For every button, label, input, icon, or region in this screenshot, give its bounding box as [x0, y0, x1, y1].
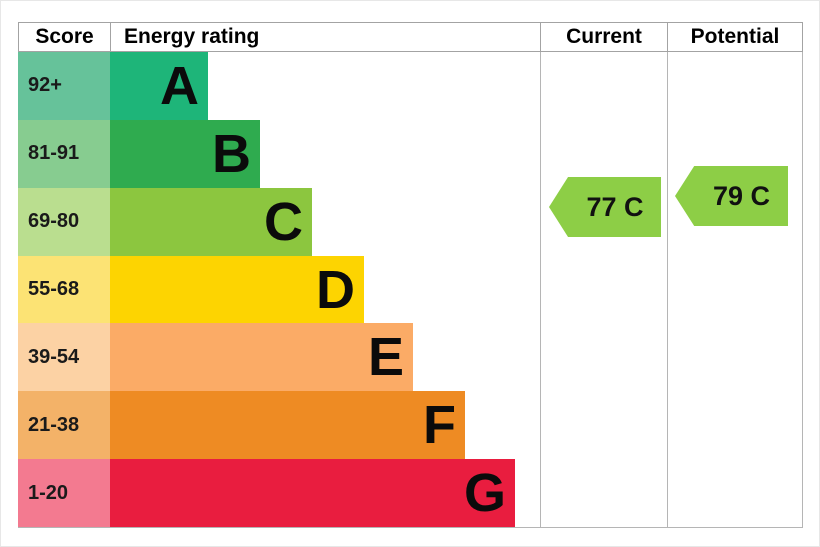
- current-rating-arrow: 77 C: [549, 177, 661, 237]
- band-row-g: 1-20 G: [18, 459, 803, 528]
- score-cell: 81-91: [18, 119, 110, 188]
- potential-rating-arrow: 79 C: [675, 166, 788, 226]
- table-body: 92+ A 81-91 B 69-80 C 55-68 D 39-54 E: [18, 52, 803, 528]
- header-score: Score: [18, 22, 110, 52]
- band-row-a: 92+ A: [18, 52, 803, 120]
- score-cell: 39-54: [18, 323, 110, 392]
- header-potential: Potential: [667, 22, 803, 52]
- band-row-c: 69-80 C: [18, 187, 803, 256]
- score-cell: 55-68: [18, 255, 110, 324]
- band-bar: C: [110, 187, 312, 256]
- column-divider-current: [540, 52, 541, 527]
- column-divider-potential: [667, 52, 668, 527]
- table-header-row: Score Energy rating Current Potential: [18, 22, 803, 52]
- score-cell: 1-20: [18, 459, 110, 528]
- band-row-f: 21-38 F: [18, 391, 803, 460]
- band-row-e: 39-54 E: [18, 323, 803, 392]
- score-cell: 92+: [18, 52, 110, 120]
- header-current: Current: [540, 22, 667, 52]
- band-row-b: 81-91 B: [18, 119, 803, 188]
- header-energy-rating: Energy rating: [110, 22, 540, 52]
- band-bar: F: [110, 391, 465, 460]
- band-bar: E: [110, 323, 413, 392]
- band-row-d: 55-68 D: [18, 255, 803, 324]
- band-bar: D: [110, 255, 364, 324]
- band-rows: 92+ A 81-91 B 69-80 C 55-68 D 39-54 E: [18, 52, 803, 528]
- band-bar: A: [110, 52, 208, 120]
- band-bar: G: [110, 459, 515, 528]
- rating-table: Score Energy rating Current Potential 92…: [18, 22, 803, 528]
- table-right-border: [802, 52, 803, 527]
- score-cell: 69-80: [18, 187, 110, 256]
- band-bar: B: [110, 119, 260, 188]
- score-cell: 21-38: [18, 391, 110, 460]
